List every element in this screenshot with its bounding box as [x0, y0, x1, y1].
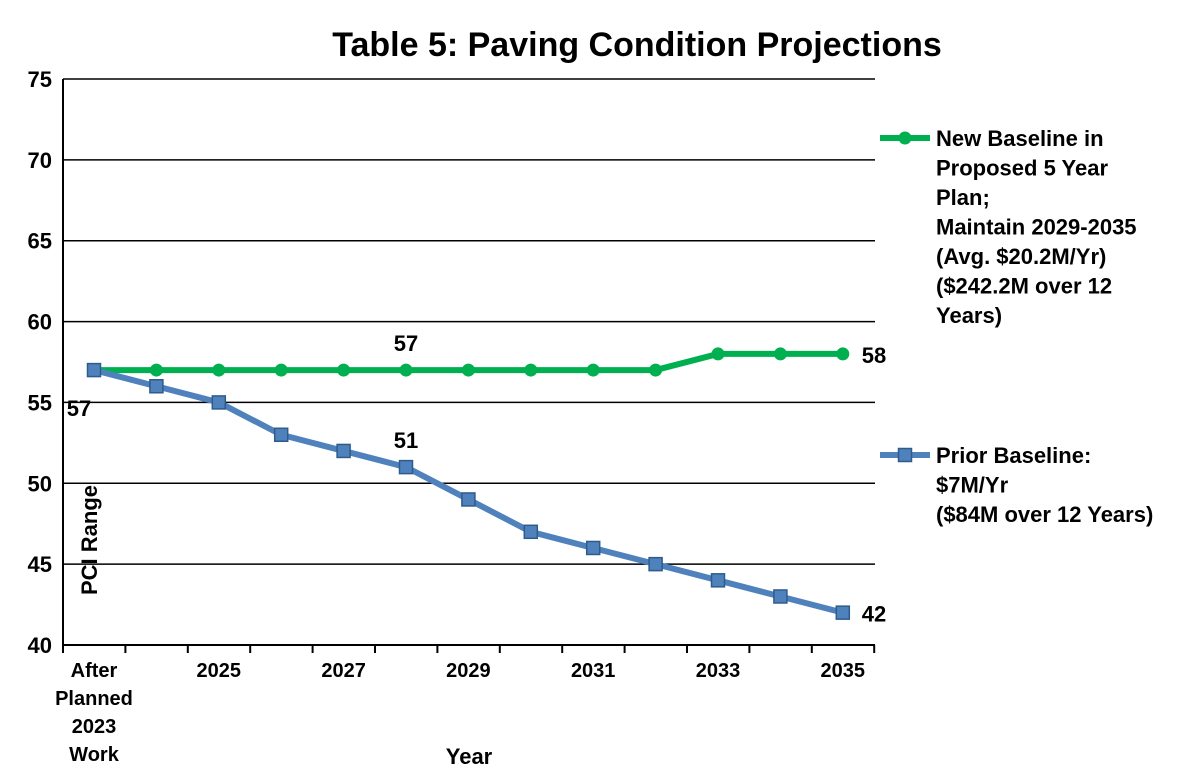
x-tick-label: Work — [69, 744, 120, 766]
y-tick-label: 40 — [28, 633, 52, 658]
legend-label-1: New Baseline in — [936, 126, 1104, 151]
x-tick-label: 2035 — [821, 660, 866, 682]
data-point — [836, 347, 850, 361]
legend-label-1: (Avg. $20.2M/Yr) — [936, 244, 1106, 269]
legend-label-1: Maintain 2029-2035 — [936, 215, 1137, 240]
data-point — [461, 492, 476, 507]
gridlines — [63, 78, 875, 565]
data-point — [835, 605, 851, 620]
data-label: 42 — [862, 602, 886, 627]
data-point — [274, 363, 288, 377]
data-point — [86, 362, 102, 378]
data-point — [649, 363, 663, 377]
y-axis-label: PCI Range — [77, 485, 102, 595]
y-tick-label: 50 — [28, 471, 52, 496]
legend-marker-1 — [898, 131, 912, 145]
data-point — [211, 395, 227, 410]
x-tick-label: Planned — [55, 688, 133, 710]
legend: New Baseline in Proposed 5 Year Plan; Maint… — [880, 126, 1153, 527]
legend-label-1: ($242.2M over 12 — [936, 274, 1112, 299]
data-point — [585, 540, 601, 556]
data-point — [648, 556, 663, 572]
data-point — [523, 524, 539, 540]
y-tick-label: 60 — [28, 310, 52, 335]
legend-marker-2 — [897, 447, 913, 463]
x-tick-label: 2027 — [321, 660, 366, 682]
x-tick-label: 2025 — [197, 660, 242, 682]
legend-label-2: $7M/Yr — [936, 473, 1009, 498]
x-axis-ticks: After Planned 2023 Work 2025 2027 2029 2031 2033… — [55, 660, 865, 766]
data-point — [710, 573, 726, 588]
data-point — [273, 427, 289, 443]
y-tick-label: 45 — [28, 552, 52, 577]
axes — [62, 79, 876, 653]
data-point — [773, 347, 787, 361]
data-label: 58 — [862, 343, 886, 368]
data-point — [773, 589, 788, 604]
data-label: 57 — [394, 331, 418, 356]
data-point — [398, 459, 414, 475]
chart-title: Table 5: Paving Condition Projections — [332, 26, 942, 64]
data-point — [212, 363, 226, 377]
x-tick-label: After — [71, 660, 118, 682]
y-tick-label: 55 — [28, 390, 52, 415]
x-tick-label: 2029 — [446, 660, 491, 682]
x-tick-label: 2023 — [72, 716, 117, 738]
data-point — [586, 363, 600, 377]
data-label: 51 — [394, 428, 418, 453]
data-point — [399, 363, 413, 377]
legend-label-1: Proposed 5 Year — [936, 156, 1108, 181]
legend-label-2: ($84M over 12 Years) — [936, 502, 1153, 527]
data-point — [149, 363, 163, 377]
y-tick-label: 70 — [28, 148, 52, 173]
legend-label-2: Prior Baseline: — [936, 443, 1091, 468]
data-labels: 57 58 57 51 42 — [67, 331, 887, 627]
x-tick-label: 2031 — [571, 660, 616, 682]
x-tick-label: 2033 — [696, 660, 741, 682]
data-point — [149, 379, 164, 394]
data-point — [336, 443, 351, 459]
x-axis-label: Year — [446, 744, 493, 769]
series-line-2 — [91, 367, 846, 616]
y-tick-label: 65 — [28, 229, 52, 254]
data-point — [711, 347, 725, 361]
y-tick-label: 75 — [28, 67, 52, 92]
series — [86, 347, 851, 620]
legend-label-1: Plan; — [936, 185, 990, 210]
legend-label-1: Years) — [936, 303, 1002, 328]
y-axis-ticks: 40 45 50 55 60 65 70 75 — [28, 67, 52, 658]
data-point — [461, 363, 475, 377]
data-point — [337, 363, 351, 377]
data-point — [524, 363, 538, 377]
data-label: 57 — [67, 396, 91, 421]
